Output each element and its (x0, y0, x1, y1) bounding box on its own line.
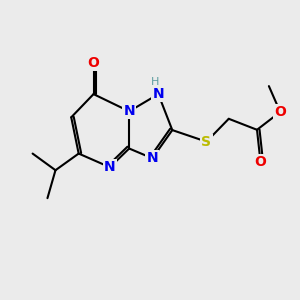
Text: N: N (147, 151, 158, 165)
Text: O: O (255, 155, 266, 170)
Text: N: N (123, 104, 135, 118)
Text: O: O (274, 105, 286, 119)
Text: H: H (151, 77, 159, 87)
Text: N: N (104, 160, 116, 174)
Text: O: O (88, 56, 100, 70)
Text: N: N (152, 87, 164, 101)
Text: S: S (202, 135, 212, 149)
